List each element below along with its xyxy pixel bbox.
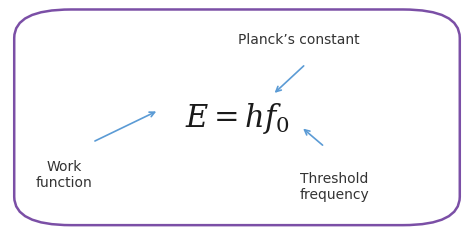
Text: $E = hf_0$: $E = hf_0$ <box>184 101 290 136</box>
Text: Work
function: Work function <box>36 160 92 191</box>
FancyBboxPatch shape <box>14 9 460 225</box>
Text: Threshold
frequency: Threshold frequency <box>299 172 369 202</box>
Text: Planck’s constant: Planck’s constant <box>238 33 359 47</box>
